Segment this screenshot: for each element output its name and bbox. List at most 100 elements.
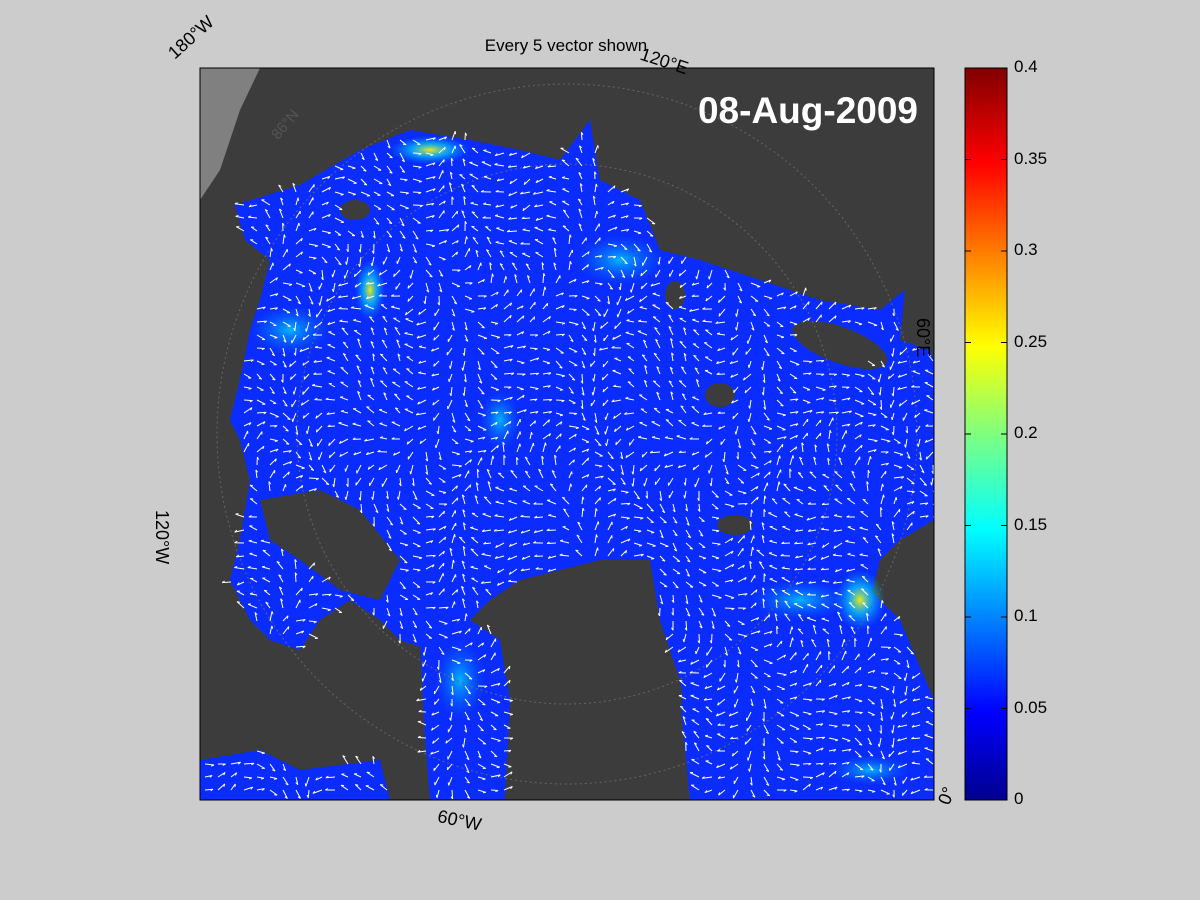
drift-vector <box>607 535 613 544</box>
drift-vector <box>750 308 757 317</box>
drift-vector <box>503 314 512 323</box>
drift-vector-head <box>283 339 287 343</box>
drift-vector <box>542 302 549 310</box>
colorbar-tick-label: 0.05 <box>1014 697 1048 717</box>
drift-vector-head <box>594 171 597 175</box>
drift-vector-head <box>271 625 274 629</box>
drift-vector <box>716 763 726 769</box>
drift-vector <box>562 225 570 232</box>
drift-vector <box>425 137 436 141</box>
drift-vector <box>781 577 791 583</box>
drift-vector-head <box>730 537 734 541</box>
drift-vector-head <box>315 415 318 419</box>
drift-vector <box>412 217 421 224</box>
drift-vector <box>495 501 505 505</box>
drift-vector <box>503 420 512 427</box>
drift-vector <box>370 327 375 336</box>
drift-vector <box>627 381 635 388</box>
drift-vector <box>425 451 429 462</box>
drift-vector-head <box>509 396 513 400</box>
drift-vector-head <box>580 380 584 384</box>
drift-vector <box>295 269 303 274</box>
drift-vector-head <box>862 575 866 578</box>
drift-vector <box>490 360 498 368</box>
drift-vector-head <box>237 761 241 765</box>
drift-vector <box>718 295 726 303</box>
drift-vector-head <box>481 642 485 646</box>
drift-vector <box>776 711 785 717</box>
drift-vector <box>575 157 583 167</box>
drift-vector <box>846 498 856 505</box>
drift-vector <box>425 188 436 193</box>
drift-vector <box>369 477 375 487</box>
drift-vector <box>535 165 544 170</box>
drift-vector <box>880 438 891 442</box>
drift-vector <box>308 593 319 596</box>
drift-vector <box>328 383 336 388</box>
drift-vector <box>340 367 349 375</box>
drift-vector <box>834 471 843 479</box>
drift-vector <box>382 256 388 265</box>
drift-vector-head <box>744 593 748 596</box>
drift-vector <box>607 488 616 492</box>
drift-vector <box>733 685 739 694</box>
drift-vector-head <box>466 757 470 761</box>
drift-vector-head <box>481 392 485 395</box>
drift-vector-head <box>900 486 903 490</box>
drift-vector <box>607 269 615 279</box>
drift-vector-head <box>404 332 408 334</box>
drift-vector <box>612 370 622 375</box>
drift-vector-head <box>781 541 785 544</box>
drift-vector-head <box>496 336 500 339</box>
drift-vector <box>737 593 748 596</box>
drift-vector-head <box>464 327 468 331</box>
drift-vector <box>578 223 583 232</box>
drift-vector-head <box>759 561 763 564</box>
drift-vector-head <box>763 406 766 410</box>
drift-vector-head <box>641 454 644 458</box>
drift-vector-head <box>300 402 304 406</box>
drift-vector-head <box>780 742 784 744</box>
drift-vector <box>364 438 375 442</box>
drift-vector <box>704 789 713 794</box>
drift-vector <box>893 425 895 435</box>
drift-vector <box>763 776 770 786</box>
drift-vector <box>549 483 557 492</box>
drift-vector-head <box>849 482 853 486</box>
drift-vector <box>496 178 505 182</box>
drift-vector <box>399 620 404 629</box>
drift-vector <box>579 183 583 193</box>
drift-vector-head <box>642 354 646 357</box>
drift-vector-head <box>765 731 769 735</box>
drift-vector-head <box>821 579 825 582</box>
drift-vector-head <box>715 496 719 498</box>
drift-vector-head <box>475 249 479 253</box>
drift-vector <box>911 711 921 716</box>
drift-vector-head <box>911 724 915 728</box>
drift-vector-head <box>639 299 642 303</box>
drift-vector <box>217 771 226 778</box>
drift-vector <box>340 410 349 414</box>
drift-vector <box>652 316 661 323</box>
drift-vector <box>880 613 887 622</box>
drift-vector <box>694 477 700 488</box>
drift-vector <box>748 360 752 368</box>
drift-vector <box>243 399 253 402</box>
drift-vector <box>776 776 786 780</box>
drift-vector <box>508 529 518 534</box>
drift-vector-head <box>821 502 825 506</box>
drift-vector-head <box>399 613 403 617</box>
drift-vector-head <box>470 642 473 646</box>
drift-vector-head <box>467 704 471 707</box>
drift-vector-head <box>911 736 915 740</box>
drift-vector-head <box>357 380 361 383</box>
drift-vector <box>681 393 687 401</box>
drift-vector-head <box>716 687 720 691</box>
drift-vector-head <box>848 615 852 617</box>
drift-vector <box>897 763 908 769</box>
drift-vector-head <box>287 471 290 475</box>
drift-vector <box>300 399 310 406</box>
drift-vector <box>438 620 448 625</box>
drift-vector-head <box>461 560 465 564</box>
drift-vector <box>418 372 427 375</box>
